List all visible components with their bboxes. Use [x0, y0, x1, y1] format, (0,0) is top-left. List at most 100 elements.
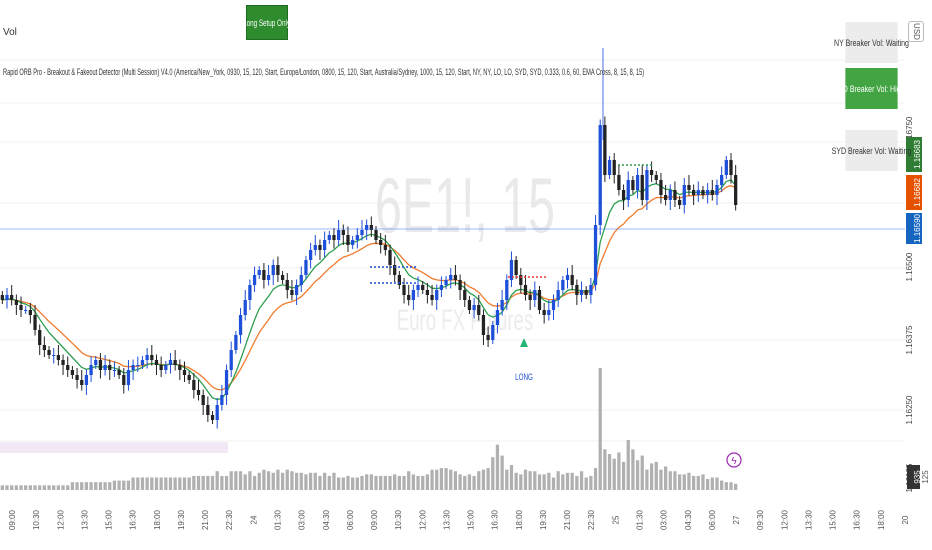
- volume-bar: [229, 471, 233, 490]
- time-tick: 03:00: [660, 509, 669, 530]
- time-tick: 01:30: [274, 509, 283, 530]
- volume-bar: [523, 469, 528, 490]
- candle-body: [5, 295, 9, 300]
- volume-bars: [0, 368, 738, 490]
- volume-bar: [159, 477, 163, 490]
- candle-body: [379, 240, 383, 245]
- volume-bar: [691, 475, 696, 490]
- time-axis[interactable]: 09:00 10:30 12:00 13:30 15:00 16:30 18:00 19:30…: [8, 509, 910, 530]
- volume-bar: [220, 475, 224, 490]
- volume-bar: [724, 482, 728, 490]
- candle-body: [505, 280, 509, 300]
- lightning-icon[interactable]: [726, 452, 742, 468]
- volume-bar: [187, 477, 191, 490]
- volume-bar: [238, 471, 243, 490]
- volume-bar: [603, 449, 607, 490]
- candle-body: [640, 175, 644, 200]
- volume-bar: [519, 474, 523, 490]
- price-tick: 1.16375: [905, 325, 914, 354]
- volume-bar: [168, 477, 173, 490]
- volume-bar: [491, 457, 495, 490]
- orb-markers: [370, 48, 652, 284]
- time-tick: 09:00: [370, 509, 379, 530]
- volume-bar: [533, 471, 537, 490]
- price-tick: 1.16750: [905, 116, 914, 145]
- volume-bar: [528, 471, 532, 490]
- volume-bar: [551, 477, 556, 490]
- volume-bar: [393, 474, 397, 490]
- candle-body: [603, 125, 607, 175]
- volume-bar: [234, 471, 238, 490]
- price-badge: [906, 213, 922, 244]
- candle-body: [374, 230, 378, 240]
- candle-body: [266, 275, 271, 280]
- candle-body: [294, 285, 299, 295]
- candle-body: [607, 160, 612, 175]
- volume-bar: [70, 482, 75, 490]
- candle-body: [164, 365, 168, 370]
- time-tick: 06:00: [346, 509, 355, 530]
- volume-bar: [318, 475, 322, 490]
- candle-body: [168, 360, 173, 365]
- volume-bar: [505, 469, 509, 490]
- candle-body: [322, 240, 327, 250]
- candle-body: [182, 370, 187, 375]
- candle-body: [612, 160, 616, 175]
- candle-body: [196, 390, 201, 395]
- time-tick: 19:30: [177, 509, 186, 530]
- volume-bar: [565, 472, 570, 490]
- volume-bar: [659, 469, 663, 490]
- candle-body: [696, 190, 700, 195]
- time-tick: 12:00: [780, 509, 789, 530]
- volume-bar: [14, 485, 18, 490]
- candle-body: [173, 360, 177, 365]
- time-tick: 18:00: [515, 509, 524, 530]
- currency-button[interactable]: USD: [908, 21, 924, 42]
- volume-bar: [24, 485, 28, 490]
- indicator-legend[interactable]: Rapid ORB Pro - Breakout & Fakeout Detec…: [3, 67, 645, 77]
- volume-bar: [337, 477, 341, 490]
- candle-body: [556, 290, 560, 300]
- price-badge: [906, 175, 922, 210]
- candle-body: [467, 300, 472, 310]
- time-tick: 13:30: [805, 509, 814, 530]
- volume-bar: [710, 477, 714, 490]
- volume-bar: [360, 475, 364, 490]
- price-badge-value: 1.16590: [913, 213, 922, 242]
- volume-bar: [150, 477, 154, 490]
- time-tick: 03:00: [298, 509, 307, 530]
- candle-body: [430, 295, 434, 300]
- volume-bar: [421, 475, 425, 490]
- candle-body: [589, 285, 593, 295]
- volume-bar: [122, 480, 126, 490]
- candle-body: [509, 260, 514, 280]
- candle-body: [421, 285, 425, 290]
- price-axis[interactable]: 1.167501.165001.163751.162501.161251.166…: [905, 116, 922, 492]
- volume-bar: [248, 471, 252, 490]
- candle-body: [238, 315, 243, 335]
- candle-body: [355, 235, 359, 240]
- volume-legend[interactable]: Vol: [3, 27, 17, 38]
- time-tick: 16:30: [853, 509, 862, 530]
- candle-body: [397, 275, 401, 285]
- volume-bar: [617, 452, 621, 490]
- candle-body: [28, 310, 32, 315]
- price-tick: 1.16500: [905, 252, 914, 281]
- volume-bar: [612, 458, 616, 490]
- volume-bar: [346, 475, 350, 490]
- volume-bar: [495, 444, 500, 490]
- candle-body: [70, 370, 75, 375]
- volume-bar: [33, 485, 37, 490]
- candle-body: [136, 365, 140, 366]
- volume-bar: [75, 482, 79, 490]
- candle-body: [547, 310, 551, 315]
- volume-bar: [117, 480, 121, 490]
- volume-bar: [397, 475, 401, 490]
- candle-body: [332, 235, 336, 240]
- volume-bar: [66, 485, 70, 490]
- candle-body: [584, 290, 588, 295]
- candle-body: [575, 285, 579, 295]
- syd-session-panel: SYD Breaker Vol: Waiting: [832, 130, 911, 171]
- candle-body: [80, 380, 84, 385]
